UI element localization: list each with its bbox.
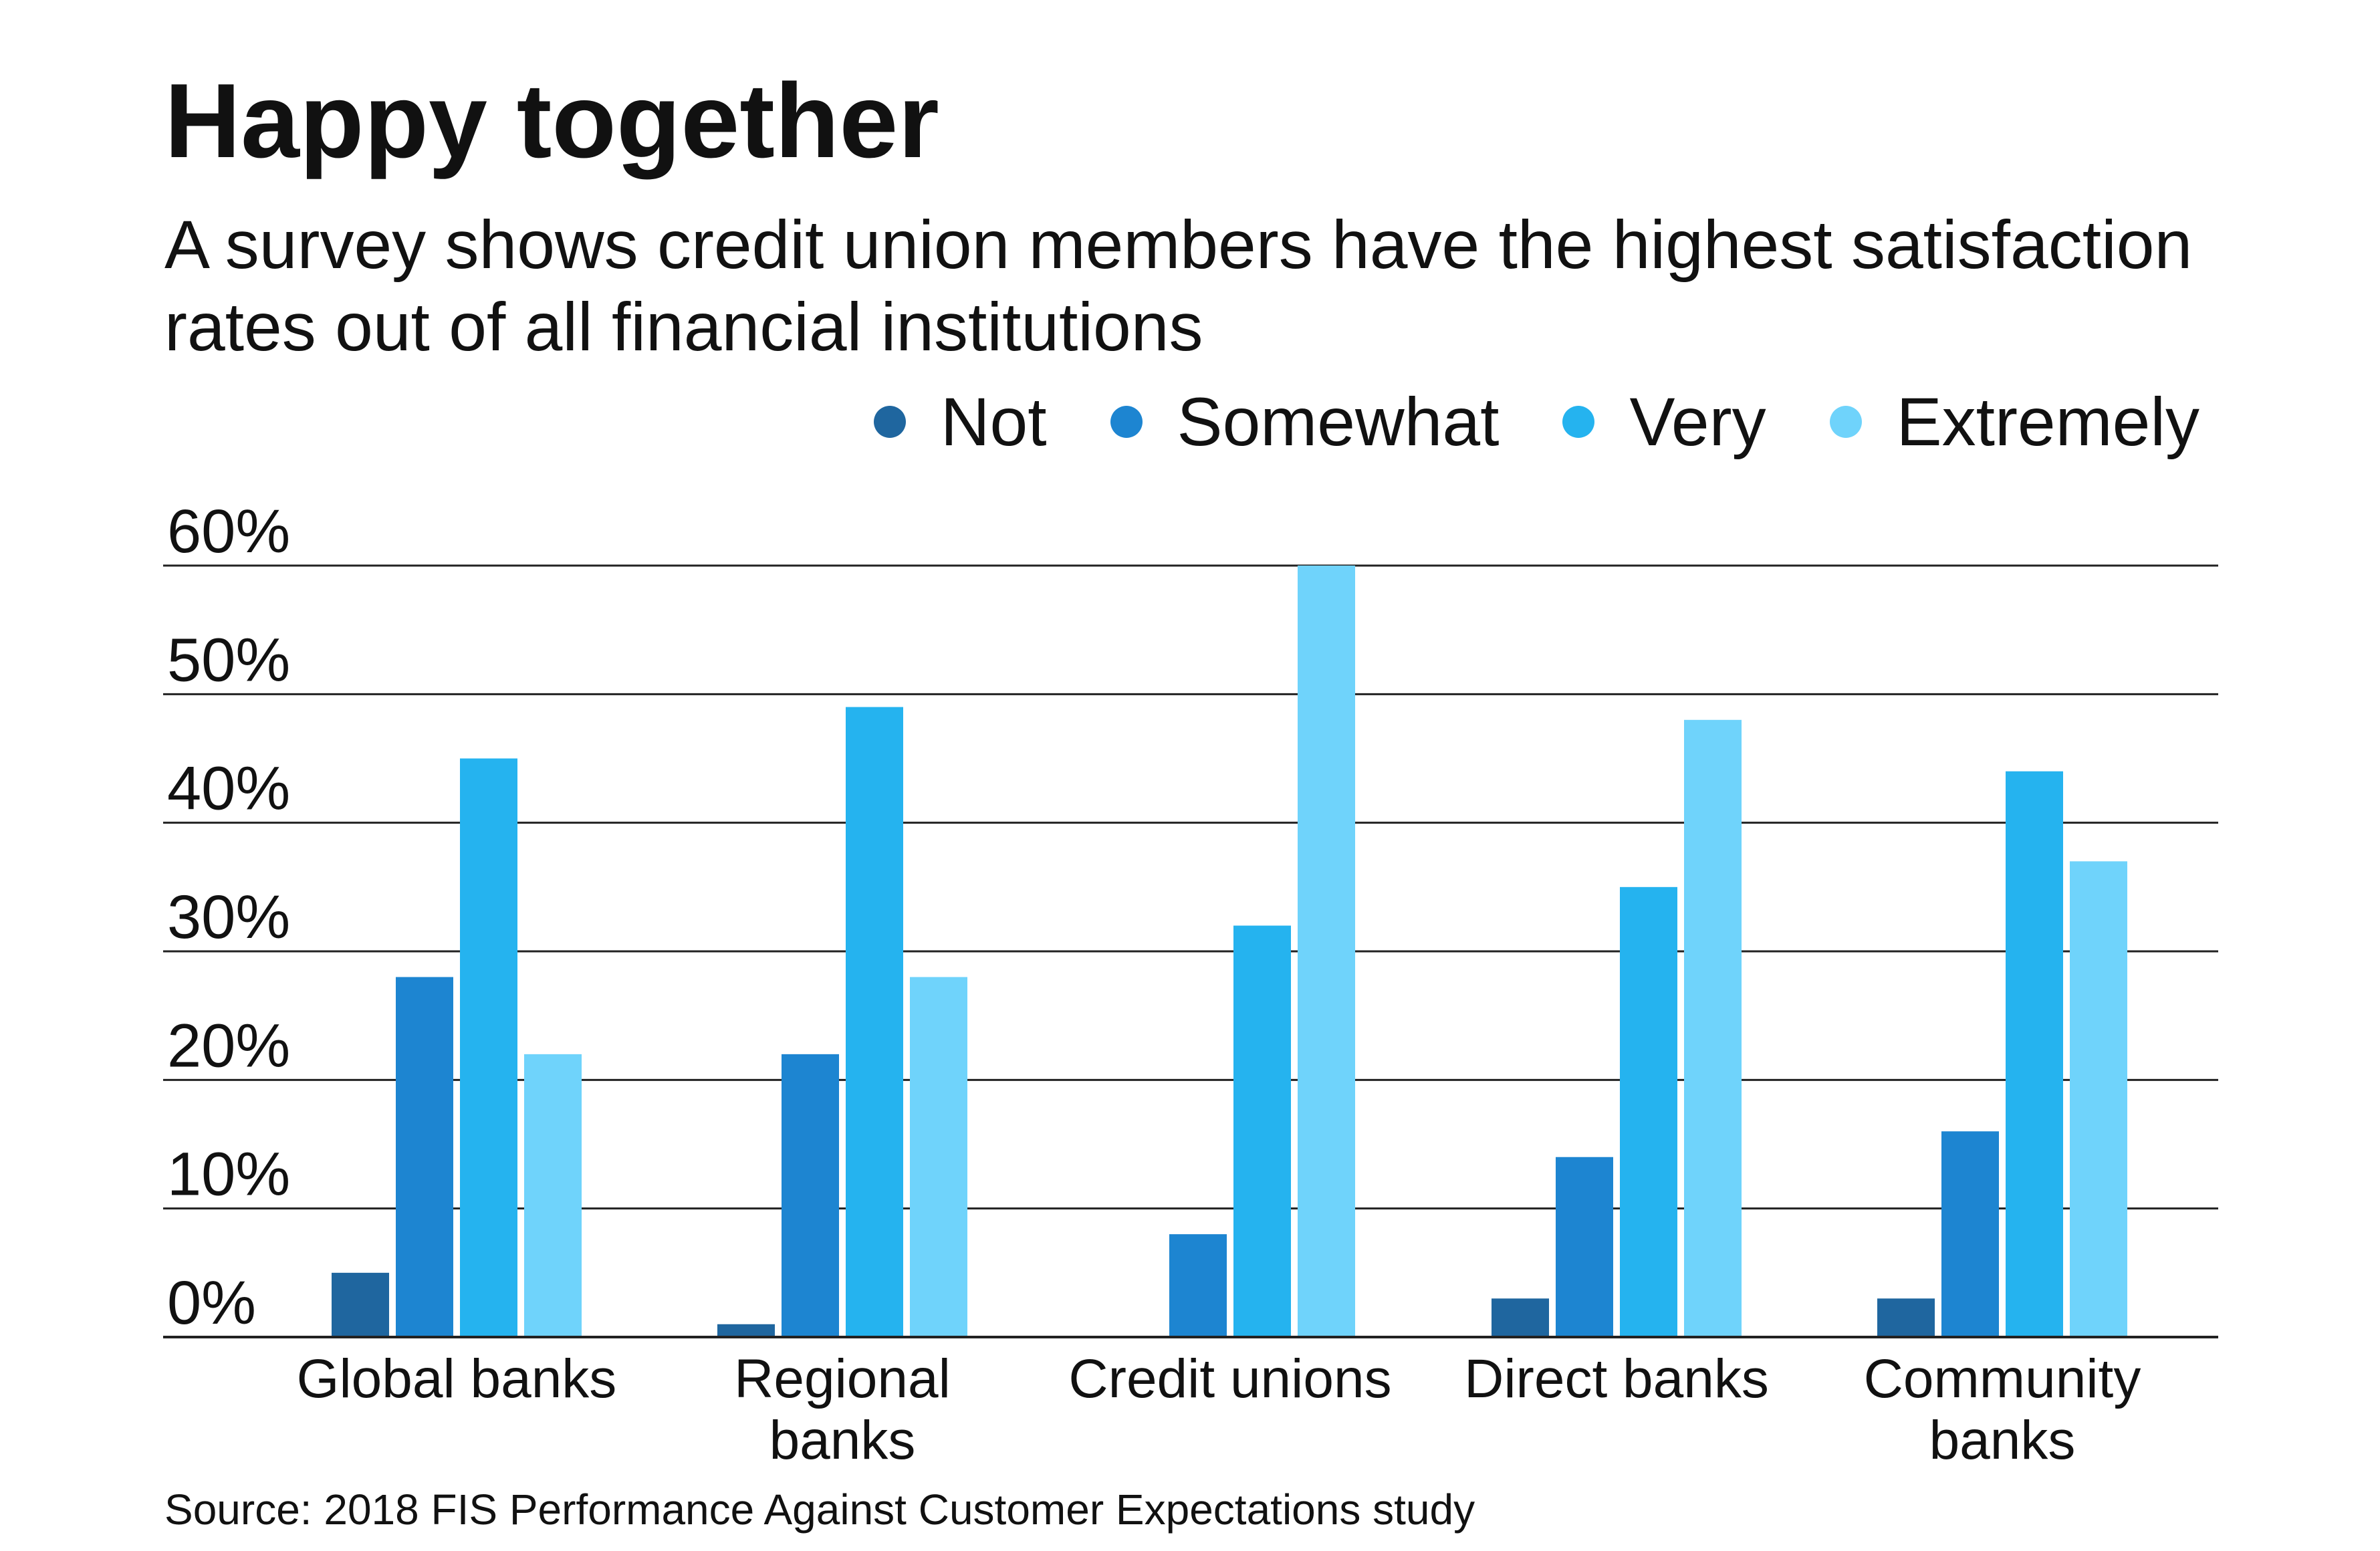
- y-tick-label: 30%: [167, 883, 290, 951]
- bar-somewhat-4: [1941, 1131, 1999, 1337]
- y-tick-label: 20%: [167, 1011, 290, 1080]
- x-tick-label: Community banks: [1864, 1348, 2141, 1471]
- bar-very-4: [2006, 771, 2063, 1337]
- legend-item-very: Very: [1562, 388, 1766, 456]
- legend: Not Somewhat Very Extremely: [873, 384, 2199, 460]
- bar-not-4: [1877, 1298, 1935, 1337]
- bar-somewhat-1: [782, 1054, 839, 1337]
- bar-not-3: [1492, 1298, 1549, 1337]
- legend-item-somewhat: Somewhat: [1110, 384, 1500, 460]
- y-tick-label: 10%: [167, 1141, 290, 1209]
- bar-extremely-2: [1298, 566, 1355, 1337]
- bar-very-3: [1620, 886, 1677, 1337]
- chart-subtitle: A survey shows credit union members have…: [164, 207, 2193, 365]
- y-tick-label: 50%: [167, 626, 290, 694]
- bar-very-0: [460, 758, 517, 1337]
- bar-somewhat-2: [1169, 1234, 1227, 1337]
- x-tick-label: Regional banks: [734, 1348, 951, 1471]
- legend-label-extremely: Extremely: [1896, 384, 2199, 460]
- bar-extremely-4: [2070, 861, 2127, 1337]
- legend-item-not: Not: [873, 384, 1047, 460]
- bar-not-0: [332, 1272, 389, 1337]
- x-tick-label: Credit unions: [1068, 1348, 1391, 1409]
- bar-very-1: [846, 707, 903, 1337]
- y-tick-label: 40%: [167, 755, 290, 823]
- bar-somewhat-0: [396, 977, 453, 1337]
- source-note: Source: 2018 FIS Performance Against Cus…: [164, 1485, 1475, 1534]
- legend-swatch-not: [873, 406, 906, 438]
- x-tick-label: Direct banks: [1464, 1348, 1769, 1409]
- chart-title: Happy together: [164, 62, 939, 180]
- bar-somewhat-3: [1556, 1157, 1613, 1337]
- legend-swatch-very: [1562, 406, 1595, 438]
- y-tick-label: 60%: [167, 497, 290, 566]
- bar-extremely-0: [524, 1054, 582, 1337]
- legend-swatch-extremely: [1829, 406, 1862, 438]
- x-tick-label: Global banks: [297, 1348, 617, 1409]
- y-tick-label: 0%: [167, 1269, 256, 1337]
- legend-label-somewhat: Somewhat: [1177, 384, 1500, 460]
- legend-swatch-somewhat: [1110, 406, 1143, 438]
- bar-not-1: [717, 1324, 775, 1337]
- legend-label-not: Not: [940, 384, 1047, 460]
- legend-label-very: Very: [1629, 384, 1766, 460]
- bar-very-2: [1233, 925, 1291, 1337]
- legend-item-extremely: Extremely: [1829, 384, 2199, 460]
- bar-extremely-3: [1684, 719, 1742, 1337]
- bar-extremely-1: [910, 977, 967, 1337]
